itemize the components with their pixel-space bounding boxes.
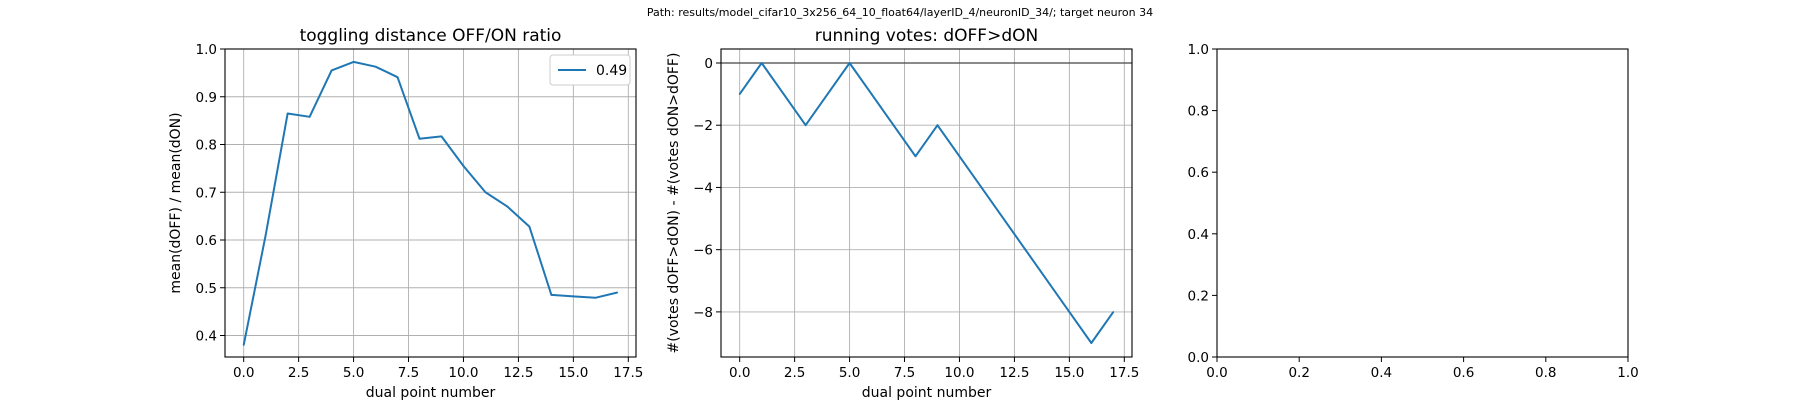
x-tick-label: 12.5: [999, 365, 1029, 381]
x-tick-label: 5.0: [343, 365, 364, 381]
figure-suptitle: Path: results/model_cifar10_3x256_64_10_…: [647, 6, 1153, 19]
data-point: [980, 186, 983, 189]
data-point: [914, 155, 917, 158]
data-point: [594, 296, 597, 299]
x-tick-label: 12.5: [503, 365, 533, 381]
x-tick-label: 7.5: [894, 365, 915, 381]
data-point: [506, 205, 509, 208]
x-tick-label: 7.5: [398, 365, 419, 381]
data-point: [1024, 248, 1027, 251]
x-tick-label: 0.4: [1371, 365, 1392, 381]
data-point: [1046, 279, 1049, 282]
data-point: [330, 69, 333, 72]
panel-ratio: toggling distance OFF/ON ratio dual poin…: [168, 26, 643, 401]
data-point: [892, 124, 895, 127]
series-line: [242, 60, 618, 346]
y-tick-label: 1.0: [196, 42, 217, 58]
data-point: [804, 124, 807, 127]
data-point: [616, 291, 619, 294]
data-point: [936, 124, 939, 127]
y-tick-label: 0.6: [196, 233, 217, 249]
data-point: [848, 62, 851, 64]
x-tick-label: 0.0: [233, 365, 254, 381]
data-point: [242, 344, 245, 346]
x-tick-label: 1.0: [1617, 365, 1638, 381]
x-tick-label: 0.6: [1453, 365, 1474, 381]
y-axis-label: mean(dOFF) / mean(dON): [168, 112, 184, 293]
data-point: [528, 225, 531, 228]
legend-box: [549, 54, 631, 86]
y-tick-label: 0.5: [196, 281, 217, 297]
data-point: [352, 61, 355, 63]
panel-empty: 0.0 0.2 0.4 0.6 0.8 1.0 0.0 0.2 0.4 0.6 0.8 1.0: [1188, 42, 1639, 381]
x-tick-label: 5.0: [839, 365, 860, 381]
x-tick-label: 0.8: [1535, 365, 1556, 381]
panel-title: running votes: dOFF>dON: [815, 26, 1038, 46]
x-axis-label: dual point number: [366, 385, 496, 400]
data-point: [418, 137, 421, 140]
axes-frame: [720, 48, 1133, 358]
x-axis-label: dual point number: [862, 385, 992, 400]
y-tick-label: 0.9: [196, 90, 217, 106]
y-tick-label: 0: [704, 56, 713, 72]
data-point: [1002, 217, 1005, 220]
data-point: [484, 191, 487, 194]
data-point: [462, 165, 465, 167]
x-tick-label: 10.0: [448, 365, 478, 381]
y-tick-label: −2: [693, 118, 713, 134]
x-tick-label: 0.0: [1206, 365, 1227, 381]
y-axis-label: #(votes dOFF>dON) - #(votes dON>dOFF): [666, 53, 682, 354]
legend: 0.49: [549, 54, 631, 86]
series-line: [738, 62, 1115, 344]
data-point: [286, 112, 289, 115]
data-point: [1090, 342, 1093, 344]
panel-votes: running votes: dOFF>dON dual point numbe…: [666, 26, 1139, 401]
y-tick-label: 0.4: [1188, 227, 1209, 243]
x-tick-label: 0.2: [1288, 365, 1309, 381]
data-point: [550, 294, 553, 296]
x-tick-label: 2.5: [288, 365, 309, 381]
data-point: [308, 116, 311, 118]
x-tick-label: 15.0: [1054, 365, 1084, 381]
data-point: [264, 234, 267, 237]
y-tick-label: 0.2: [1188, 288, 1209, 304]
data-point: [396, 76, 399, 78]
y-tick-label: 0.8: [196, 138, 217, 154]
data-point: [572, 295, 575, 298]
x-tick-label: 17.5: [613, 365, 643, 381]
data-point: [440, 135, 443, 138]
data-point: [1068, 311, 1071, 313]
data-point: [760, 62, 763, 64]
axes-frame: [1216, 48, 1629, 358]
y-tick-label: −8: [693, 305, 713, 321]
x-tick-label: 10.0: [944, 365, 974, 381]
x-tick-label: 15.0: [558, 365, 588, 381]
data-point: [958, 155, 961, 158]
data-point: [826, 93, 829, 95]
x-tick-label: 2.5: [784, 365, 805, 381]
y-tick-label: 0.4: [196, 329, 217, 345]
y-tick-label: 1.0: [1188, 42, 1209, 58]
data-point: [1112, 311, 1115, 313]
data-point: [782, 93, 785, 95]
data-point: [870, 93, 873, 95]
legend-label: 0.49: [596, 63, 627, 79]
data-point: [738, 93, 741, 95]
y-tick-label: 0.0: [1188, 350, 1209, 366]
y-tick-label: 0.8: [1188, 104, 1209, 120]
data-point: [374, 65, 377, 68]
x-tick-label: 0.0: [729, 365, 750, 381]
y-tick-label: 0.7: [196, 185, 217, 201]
y-tick-label: −4: [693, 180, 713, 196]
axes-frame: [224, 48, 637, 358]
x-tick-label: 17.5: [1109, 365, 1139, 381]
y-tick-label: 0.6: [1188, 165, 1209, 181]
y-tick-label: −6: [693, 243, 713, 259]
panel-title: toggling distance OFF/ON ratio: [300, 26, 562, 46]
